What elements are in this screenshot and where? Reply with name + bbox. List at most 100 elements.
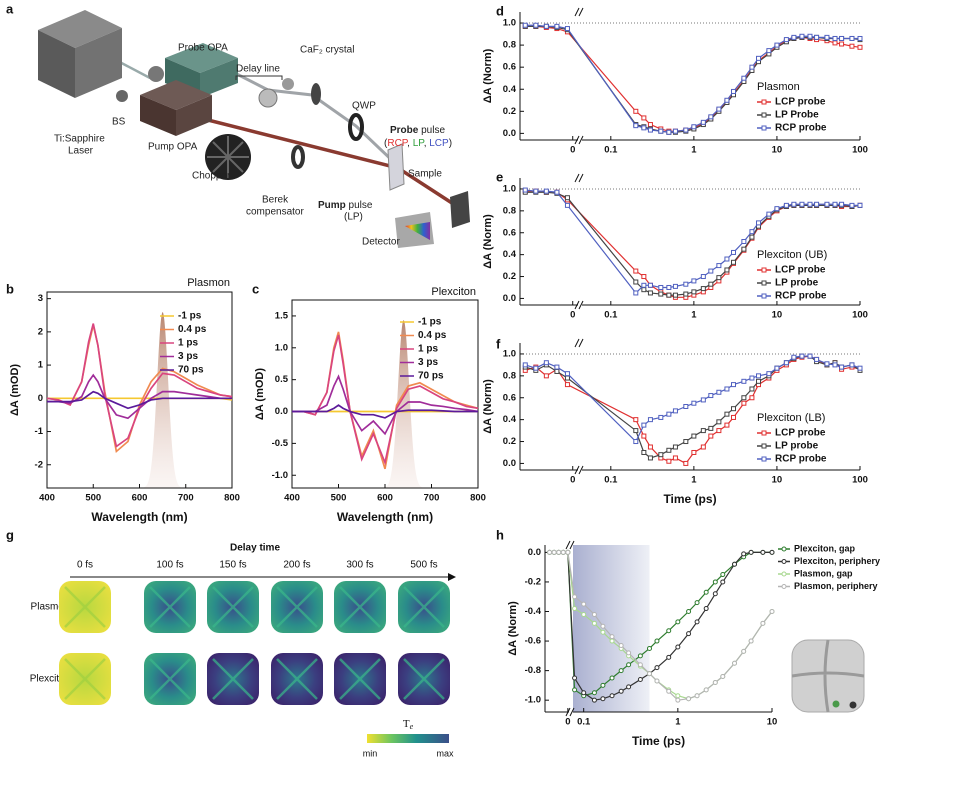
marker	[769, 609, 775, 615]
marker	[731, 249, 737, 255]
marker	[641, 449, 647, 455]
marker	[708, 268, 714, 274]
legend-label: -1 ps	[418, 317, 442, 328]
series-line	[47, 373, 232, 420]
marker	[581, 690, 587, 696]
column-label: 0 fs	[77, 560, 93, 571]
marker	[683, 291, 689, 297]
marker	[783, 37, 789, 43]
marker	[756, 55, 762, 61]
mode-label: )	[449, 138, 452, 149]
bracket	[235, 75, 283, 80]
x-tick-label: 0	[565, 717, 570, 728]
marker	[609, 693, 615, 699]
marker	[658, 284, 664, 290]
marker	[708, 281, 714, 287]
x-tick-label: 400	[39, 493, 55, 504]
marker	[700, 286, 706, 292]
marker	[691, 289, 697, 295]
x-tick-label: 0	[570, 475, 575, 486]
symbol: T	[403, 718, 410, 730]
marker	[703, 687, 709, 693]
marker	[761, 443, 767, 449]
column-label: 500 fs	[410, 560, 437, 571]
marker	[760, 549, 766, 555]
sample	[387, 143, 405, 191]
legend-title: Plexciton (LB)	[757, 412, 825, 424]
marker	[749, 64, 755, 70]
marker	[686, 609, 692, 615]
y-tick-label: 1	[38, 360, 44, 371]
colorbar-min: min	[363, 748, 378, 758]
x-axis-label: Time (ps)	[632, 734, 685, 748]
marker	[700, 119, 706, 125]
marker	[641, 282, 647, 288]
marker	[708, 425, 714, 431]
marker	[756, 373, 762, 379]
axis-break	[578, 135, 584, 145]
marker	[675, 697, 681, 703]
x-tick-label: 500	[331, 493, 347, 504]
marker	[756, 378, 762, 384]
series-line	[292, 334, 479, 466]
marker	[633, 290, 639, 296]
marker	[716, 428, 722, 434]
axis-break	[574, 465, 580, 475]
label: QWP	[352, 101, 376, 112]
marker	[799, 201, 805, 207]
label: Probe	[390, 125, 419, 136]
marker	[633, 108, 639, 114]
marker	[647, 290, 653, 296]
marker	[807, 353, 813, 359]
label: Laser	[68, 146, 94, 157]
marker	[766, 48, 772, 54]
marker	[654, 665, 660, 671]
marker	[724, 422, 730, 428]
legend-label: Plasmon, periphery	[794, 581, 878, 591]
axis-break	[569, 707, 575, 717]
marker	[547, 549, 553, 555]
temperature-map-lobes	[64, 658, 106, 700]
marker	[761, 99, 767, 105]
y-tick-label: 2	[38, 326, 43, 337]
y-tick-label: -0.8	[525, 665, 541, 676]
panel-label: e	[496, 169, 503, 184]
marker	[748, 549, 754, 555]
chart: e 0.0 0.2 0.4 0.6 0.8 1.0 0 0.1 1 10 100 ΔA (Norm) Pl…	[482, 169, 868, 320]
label: Pump OPA	[148, 142, 198, 153]
marker	[554, 189, 560, 195]
marker	[700, 428, 706, 434]
legend-label: RCP probe	[775, 291, 827, 302]
marker	[683, 404, 689, 409]
label: Probe pulse	[390, 125, 445, 136]
marker	[666, 654, 672, 660]
marker	[731, 406, 737, 412]
legend-label: 3 ps	[178, 351, 198, 362]
temperature-map-lobes	[339, 586, 381, 628]
legend-label: LP probe	[775, 441, 819, 452]
x-tick-label: 700	[178, 493, 194, 504]
marker	[554, 364, 560, 370]
marker	[832, 40, 838, 46]
y-tick-label: -0.5	[272, 438, 289, 449]
beam-dump	[450, 191, 470, 228]
label: (RCP, LP, LCP)	[384, 138, 452, 149]
marker	[691, 400, 697, 406]
y-tick-label: 0.0	[503, 458, 516, 469]
probe-opa-box	[165, 43, 238, 73]
marker	[646, 645, 652, 651]
y-tick-label: -1.0	[272, 470, 288, 481]
marker	[581, 611, 587, 617]
marker	[658, 128, 664, 134]
x-tick-label: 1	[691, 310, 697, 321]
axis-break	[574, 7, 580, 17]
chart: f 0.0 0.2 0.4 0.6 0.8 1.0 0 0.1 1 10 100 Time (ps) ΔA…	[482, 336, 868, 506]
y-tick-label: 1.0	[503, 18, 516, 29]
marker	[647, 282, 653, 288]
legend-label: LCP probe	[775, 97, 826, 108]
y-tick-label: 0.2	[503, 106, 516, 117]
marker	[761, 125, 767, 131]
x-tick-label: 0	[570, 145, 575, 156]
marker	[781, 559, 787, 564]
row-label: Plasmon	[31, 602, 70, 613]
